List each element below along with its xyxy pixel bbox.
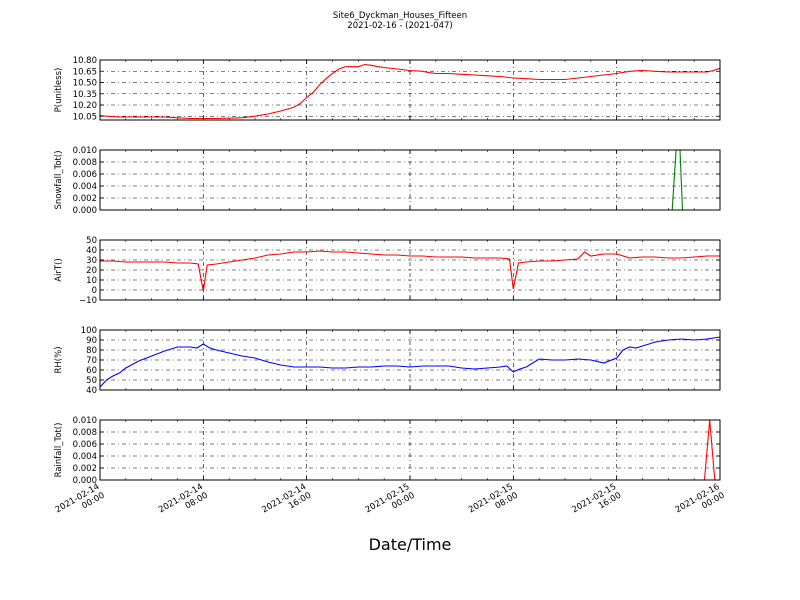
ytick-label: 10.05 xyxy=(73,112,97,122)
ylabel-rainfall: Rainfall_Tot() xyxy=(54,423,64,478)
ytick-label: 20 xyxy=(86,266,97,276)
panel-frame xyxy=(99,149,721,211)
ytick-label: 70 xyxy=(86,356,97,366)
ytick-label: 0.008 xyxy=(73,158,97,168)
ytick-label: 100 xyxy=(81,326,97,336)
x-axis-label: Date/Time xyxy=(369,535,452,554)
ytick-label: 0.008 xyxy=(73,428,97,438)
chart-title: Site6_Dyckman_Houses_Fifteen xyxy=(332,11,468,21)
chart-subtitle: 2021-02-16 - (2021-047) xyxy=(347,21,453,31)
panel-frame xyxy=(99,59,721,121)
ytick-label: 10.20 xyxy=(73,101,97,111)
ytick-label: 60 xyxy=(86,366,97,376)
ytick-label: 10.35 xyxy=(73,90,97,100)
ytick-label: 0.004 xyxy=(73,182,97,192)
ytick-label: 90 xyxy=(86,336,97,346)
ytick-label: 50 xyxy=(86,236,97,246)
ytick-label: 0.002 xyxy=(73,464,97,474)
series-line-airtemp xyxy=(100,250,720,292)
panel-frame xyxy=(99,239,721,301)
ytick-label: 0 xyxy=(92,286,97,296)
ytick-label: 0.000 xyxy=(73,476,97,486)
panel-frame xyxy=(99,419,721,481)
ytick-label: 0.000 xyxy=(73,206,97,216)
ytick-label: 0.002 xyxy=(73,194,97,204)
panel-rainfall: 0.000 0.002 0.004 0.006 0.008 0.010 Rainfall_T… xyxy=(54,416,721,486)
ytick-label: 10 xyxy=(86,276,97,286)
ytick-label: 0.006 xyxy=(73,170,97,180)
ylabel-rh: RH(%) xyxy=(54,346,64,373)
panel-frame xyxy=(99,329,721,391)
ylabel-snowfall: Snowfall_Tot() xyxy=(54,150,64,209)
ytick-label: 50 xyxy=(86,376,97,386)
ytick-label: 10.80 xyxy=(73,56,97,66)
ytick-label: 0.004 xyxy=(73,452,97,462)
ytick-label: 40 xyxy=(86,386,97,396)
ytick-label: 0.010 xyxy=(73,416,97,426)
ylabel-airtemp: AirT() xyxy=(54,258,64,282)
ytick-label: 10.65 xyxy=(73,67,97,77)
ytick-label: 10.50 xyxy=(73,79,97,89)
ytick-label: −10 xyxy=(79,296,97,306)
ylabel-pressure: P(unitless) xyxy=(54,68,64,113)
panel-snowfall: 0.000 0.002 0.004 0.006 0.008 0.010 Snowfall_T… xyxy=(54,146,721,216)
series-line-rh xyxy=(99,336,721,388)
ytick-label: 30 xyxy=(86,256,97,266)
ytick-label: 80 xyxy=(86,346,97,356)
ytick-label: 0.010 xyxy=(73,146,97,156)
ytick-label: 0.006 xyxy=(73,440,97,450)
series-line-pressure xyxy=(99,63,721,120)
ytick-label: 40 xyxy=(86,246,97,256)
